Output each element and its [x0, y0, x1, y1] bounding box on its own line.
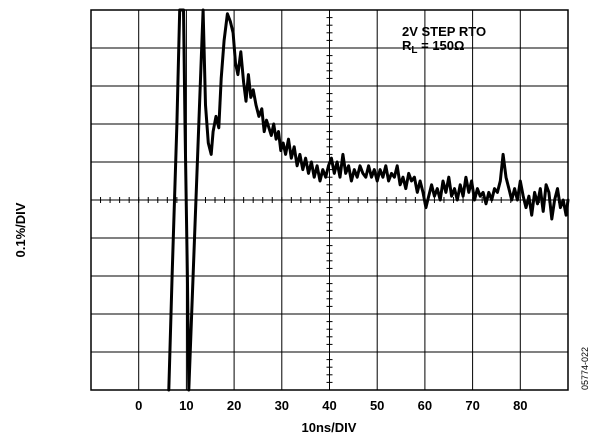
x-tick-labels: 0 10 20 30 40 50 60 70 80: [135, 398, 527, 413]
x-tick-label: 20: [227, 398, 241, 413]
x-tick-label: 70: [465, 398, 479, 413]
annotation-subscript: L: [411, 45, 417, 56]
y-axis-title: 0.1%/DIV: [13, 202, 28, 257]
annotation-r: R: [402, 38, 412, 53]
x-tick-label: 10: [179, 398, 193, 413]
annotation-line-2: RL = 150Ω: [402, 38, 464, 56]
annotation-value: = 150Ω: [418, 38, 465, 53]
figure-id: 05774-022: [580, 347, 590, 390]
x-tick-label: 60: [418, 398, 432, 413]
annotation-line-1: 2V STEP RTO: [402, 24, 486, 39]
x-tick-label: 30: [275, 398, 289, 413]
x-axis-title: 10ns/DIV: [302, 420, 357, 435]
x-tick-label: 80: [513, 398, 527, 413]
x-tick-label: 40: [322, 398, 336, 413]
settling-trace-line: [167, 8, 570, 392]
x-tick-label: 0: [135, 398, 142, 413]
x-tick-label: 50: [370, 398, 384, 413]
